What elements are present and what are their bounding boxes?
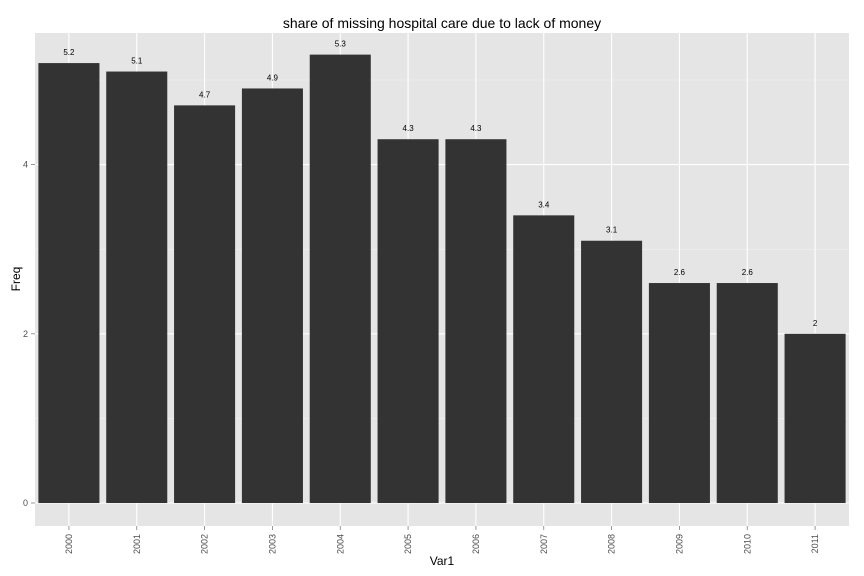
bar-2010 — [716, 283, 778, 503]
y-tick-label: 2 — [23, 329, 28, 339]
bar-2001 — [106, 71, 168, 503]
bar-2004 — [309, 54, 371, 504]
data-labels: 5.2 5.1 4.7 4.9 5.3 4.3 4.3 3.4 3.1 2.6 2.6 2 — [63, 40, 818, 328]
bars — [38, 54, 846, 504]
x-tick-label-2010: 2010 — [742, 534, 752, 554]
x-axis-ticks: 2000 2001 2002 2003 2004 2005 2006 2007 2008 2009… — [64, 526, 820, 554]
bar-2000 — [38, 63, 100, 503]
y-tick-label: 4 — [23, 160, 28, 170]
bar-2009 — [648, 283, 710, 503]
plot-panel — [35, 33, 849, 526]
chart-title: share of missing hospital care due to la… — [283, 15, 601, 31]
x-tick-label-2011: 2011 — [810, 534, 820, 553]
bar-2011 — [784, 333, 846, 503]
x-tick-label-2001: 2001 — [132, 534, 142, 554]
x-tick-label-2008: 2008 — [607, 534, 617, 554]
x-tick-label-2004: 2004 — [335, 534, 345, 554]
bar-2008 — [581, 240, 643, 504]
bar-2003 — [241, 88, 303, 504]
x-tick-label-2009: 2009 — [674, 534, 684, 554]
data-label-2003: 4.9 — [267, 73, 279, 82]
data-label-2004: 5.3 — [335, 40, 347, 49]
data-label-2007: 3.4 — [538, 200, 550, 209]
bar-2005 — [377, 139, 439, 503]
bar-2007 — [513, 215, 575, 504]
data-label-2009: 2.6 — [674, 268, 686, 277]
x-tick-label-2002: 2002 — [200, 534, 210, 554]
data-label-2001: 5.1 — [131, 57, 143, 66]
bar-2006 — [445, 139, 507, 503]
x-tick-label-2000: 2000 — [64, 534, 74, 554]
x-tick-label-2005: 2005 — [403, 534, 413, 554]
x-tick-label-2003: 2003 — [267, 534, 277, 554]
x-axis-title: Var1 — [430, 554, 455, 568]
y-tick-label: 0 — [23, 498, 28, 508]
data-label-2005: 4.3 — [403, 124, 415, 133]
y-axis-title: Freq — [9, 267, 23, 292]
data-label-2008: 3.1 — [606, 226, 618, 235]
data-label-2000: 5.2 — [63, 48, 75, 57]
x-tick-label-2006: 2006 — [471, 534, 481, 554]
data-label-2006: 4.3 — [470, 124, 482, 133]
bar-2002 — [174, 105, 236, 503]
y-axis-ticks: 0 2 4 — [23, 160, 35, 508]
data-label-2010: 2.6 — [742, 268, 754, 277]
data-label-2002: 4.7 — [199, 90, 211, 99]
data-label-2011: 2 — [813, 319, 818, 328]
x-tick-label-2007: 2007 — [539, 534, 549, 554]
